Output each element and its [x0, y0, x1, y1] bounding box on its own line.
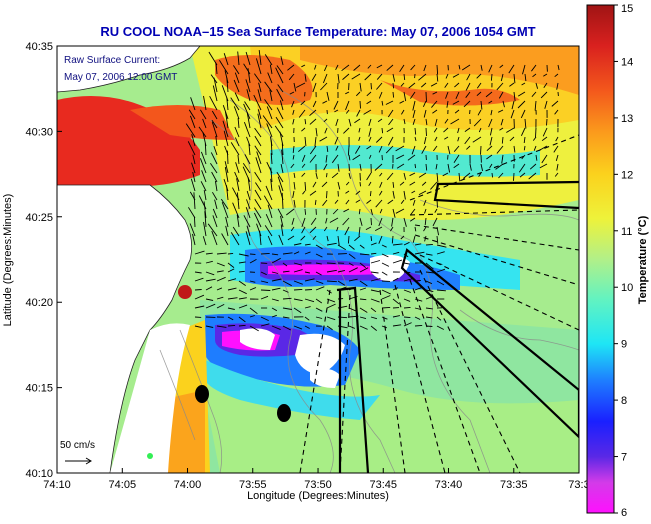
current-vector — [437, 65, 438, 74]
colorbar-tick-label: 6 — [621, 507, 627, 519]
current-vector — [371, 218, 372, 225]
current-vector — [327, 263, 336, 264]
current-vector — [294, 289, 302, 290]
current-vector — [382, 307, 390, 308]
current-vector — [348, 146, 349, 155]
current-vector — [426, 92, 427, 102]
current-vector — [404, 317, 410, 318]
current-vector — [415, 325, 422, 326]
x-axis-label: Longitude (Degrees:Minutes) — [247, 490, 389, 502]
colorbar-tick-label: 14 — [621, 56, 633, 68]
current-vector — [227, 151, 228, 164]
marker-station-2 — [277, 404, 291, 422]
y-tick-label: 40:10 — [25, 468, 53, 480]
colorbar — [587, 5, 614, 513]
current-vector — [404, 307, 411, 308]
current-vector — [250, 254, 255, 255]
current-vector — [327, 191, 328, 198]
current-vector — [261, 253, 270, 254]
y-tick-label: 40:25 — [25, 212, 53, 224]
y-tick-label: 40:15 — [25, 383, 53, 395]
colorbar-tick-label: 12 — [621, 169, 633, 181]
colorbar-label: Temperature (°C) — [637, 215, 649, 304]
colorbar-tick-label: 10 — [621, 282, 633, 294]
colorbar-tick-label: 13 — [621, 113, 633, 125]
current-vector — [370, 191, 371, 196]
current-vector — [536, 128, 537, 137]
current-vector — [305, 290, 312, 291]
current-vector — [426, 128, 427, 136]
current-label-line2: May 07, 2006 12:00 GMT — [64, 72, 177, 83]
current-vector — [261, 290, 270, 291]
colorbar-tick-label: 15 — [621, 3, 633, 15]
scale-label: 50 cm/s — [60, 440, 95, 451]
current-vector — [348, 236, 349, 244]
current-vector — [360, 101, 361, 109]
current-vector — [228, 253, 233, 254]
colorbar-tick-label: 7 — [621, 452, 627, 464]
current-vector — [194, 217, 195, 228]
current-label-line1: Raw Surface Current: — [64, 55, 160, 66]
current-vector — [382, 128, 383, 133]
current-vector — [491, 74, 492, 81]
y-tick-label: 40:35 — [25, 41, 53, 53]
y-axis-label: Latitude (Degrees:Minutes) — [2, 194, 14, 327]
current-vector — [228, 325, 235, 326]
y-tick-label: 40:30 — [25, 126, 53, 138]
colorbar-tick-label: 8 — [621, 395, 627, 407]
x-tick-label: 74:05 — [109, 479, 137, 491]
x-tick-label: 73:35 — [500, 479, 528, 491]
current-vector — [492, 173, 493, 177]
current-vector — [327, 173, 328, 177]
sst-hotspot — [178, 285, 192, 299]
colorbar-tick-label: 11 — [621, 226, 632, 238]
current-vector — [195, 290, 202, 291]
current-vector — [426, 244, 433, 245]
current-vector — [393, 83, 394, 88]
chart-title: RU COOL NOAA–15 Sea Surface Temperature:… — [100, 24, 535, 39]
current-vector — [360, 182, 361, 186]
current-vector — [415, 164, 416, 168]
x-tick-label: 74:00 — [174, 479, 202, 491]
current-vector — [371, 83, 372, 89]
colorbar-ticks: 6 7 8 9 10 11 12 13 14 15 — [614, 3, 633, 519]
y-tick-label: 40:20 — [25, 297, 53, 309]
x-tick-label: 73:3 — [568, 479, 589, 491]
current-vector — [371, 236, 372, 241]
current-vector — [305, 209, 306, 215]
sst-field: Raw Surface Current: May 07, 2006 12:00 … — [57, 46, 579, 473]
small-green-spot — [147, 453, 153, 459]
x-tick-label: 74:10 — [43, 479, 71, 491]
current-vector — [393, 92, 394, 98]
x-tick-label: 73:40 — [435, 479, 463, 491]
current-vector — [514, 173, 515, 181]
current-vector — [481, 146, 482, 155]
marker-station-1 — [195, 385, 209, 403]
colorbar-tick-label: 9 — [621, 339, 627, 351]
current-vector — [547, 119, 548, 126]
